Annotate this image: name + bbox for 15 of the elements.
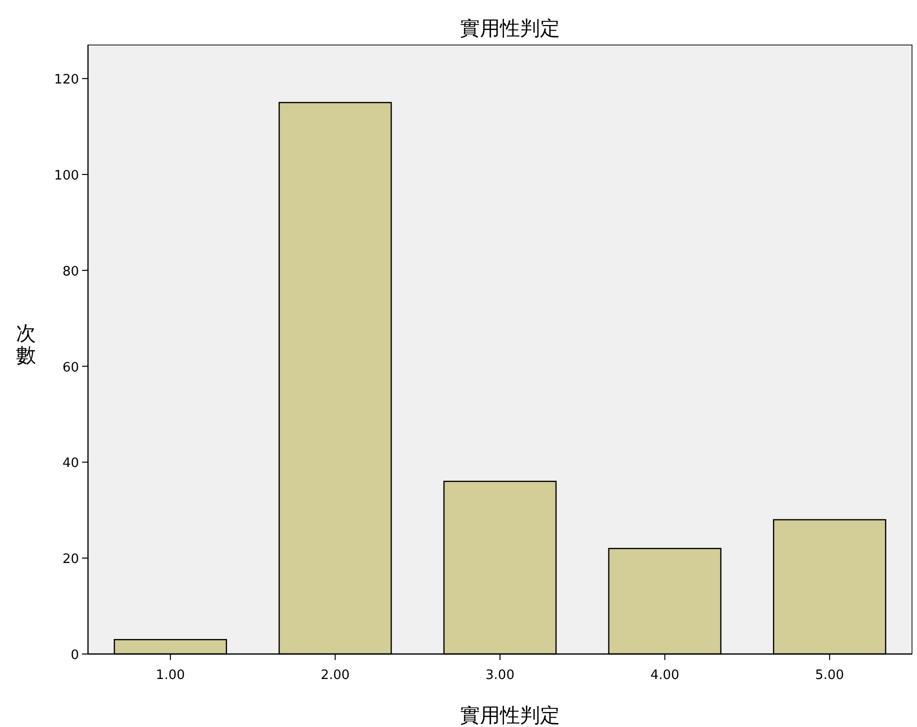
y-tick-label: 120: [54, 72, 79, 88]
y-tick-label: 20: [62, 552, 79, 568]
y-tick-label: 100: [54, 168, 79, 184]
x-tick-label: 2.00: [320, 668, 350, 683]
y-tick-label: 60: [62, 360, 79, 376]
y-tick-label: 40: [62, 456, 79, 472]
chart-title: 實用性判定: [460, 16, 560, 40]
x-tick-label: 1.00: [156, 668, 185, 683]
y-axis-title: 次數: [16, 321, 36, 367]
x-tick-label: 3.00: [486, 668, 514, 683]
x-tick-label: 5.00: [815, 668, 844, 683]
y-tick-label: 80: [62, 264, 79, 280]
y-tick-label: 0: [70, 648, 79, 663]
x-axis-title: 實用性判定: [460, 703, 560, 727]
x-tick-label: 4.00: [650, 668, 680, 683]
